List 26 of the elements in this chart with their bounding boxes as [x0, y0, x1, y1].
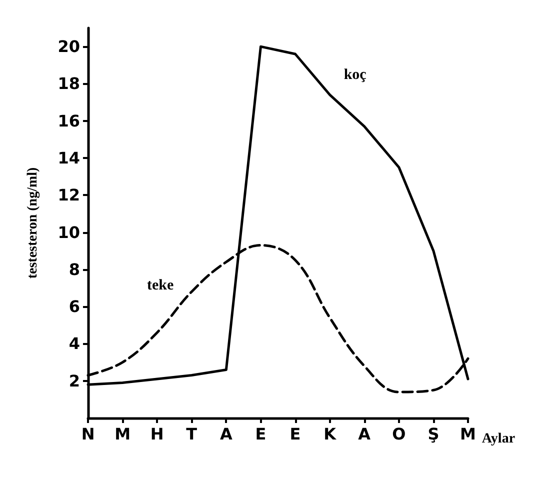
x-axis-title: Aylar [482, 432, 516, 446]
y-tick-label: 8 [68, 260, 80, 279]
x-tick-label: A [358, 424, 372, 444]
y-tick-label: 6 [68, 297, 80, 316]
y-tick-label: 14 [58, 148, 80, 168]
x-tick-label: E [255, 424, 266, 444]
x-tick-label: N [81, 424, 95, 444]
y-tick-label: 2 [68, 371, 80, 390]
x-tick-label: A [220, 424, 233, 444]
y-tick-label: 12 [58, 186, 80, 205]
x-tick-label: H [150, 424, 164, 444]
x-tick-label: T [186, 424, 198, 444]
x-tick-label: K [324, 424, 337, 444]
x-tick-label: O [392, 424, 406, 444]
x-tick-label: M [460, 424, 476, 444]
x-tick-label: M [114, 424, 131, 444]
y-tick-label: 10 [58, 222, 80, 242]
y-axis-title: testesteron (ng/ml) [26, 167, 40, 279]
series-label: koç [344, 66, 367, 83]
x-tick-label: Ş [428, 424, 440, 444]
y-tick-label: 4 [68, 334, 80, 354]
y-tick-label: 18 [58, 74, 80, 94]
series-label: teke [146, 278, 174, 294]
y-tick-label: 16 [58, 111, 80, 130]
x-tick-label: E [290, 424, 301, 444]
y-tick-label: 20 [58, 37, 80, 56]
